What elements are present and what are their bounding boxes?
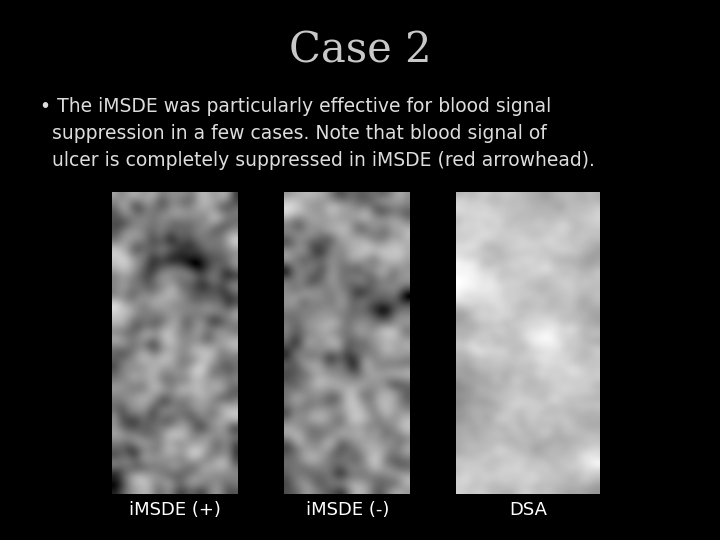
Polygon shape xyxy=(574,330,589,345)
Text: iMSDE (+): iMSDE (+) xyxy=(129,501,221,519)
Text: Case 2: Case 2 xyxy=(289,30,431,72)
Text: iMSDE (-): iMSDE (-) xyxy=(306,501,390,519)
Polygon shape xyxy=(217,346,232,361)
Polygon shape xyxy=(217,322,232,337)
Polygon shape xyxy=(390,370,405,386)
Text: • The iMSDE was particularly effective for blood signal: • The iMSDE was particularly effective f… xyxy=(40,97,551,116)
Polygon shape xyxy=(390,322,405,337)
Polygon shape xyxy=(390,346,405,361)
Polygon shape xyxy=(574,300,589,315)
Polygon shape xyxy=(574,357,589,372)
Text: suppression in a few cases. Note that blood signal of: suppression in a few cases. Note that bl… xyxy=(40,124,546,143)
Text: DSA: DSA xyxy=(509,501,546,519)
Polygon shape xyxy=(217,370,232,386)
Text: ulcer is completely suppressed in iMSDE (red arrowhead).: ulcer is completely suppressed in iMSDE … xyxy=(40,151,595,170)
